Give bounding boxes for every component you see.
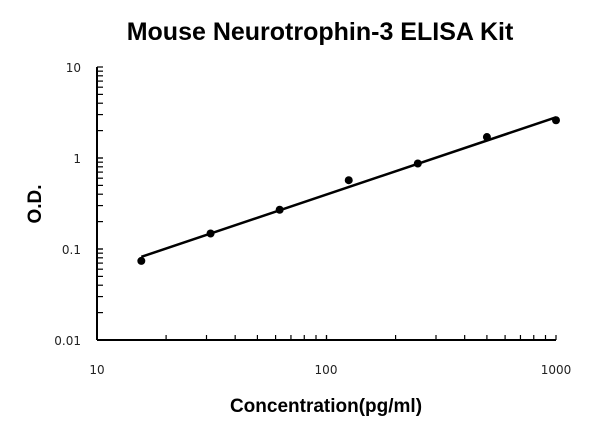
data-points bbox=[137, 116, 560, 265]
data-point bbox=[275, 205, 284, 214]
y-tick-label: 10 bbox=[66, 61, 81, 75]
fit-line bbox=[140, 116, 557, 259]
x-axis-title: Concentration(pg/ml) bbox=[230, 396, 422, 417]
y-tick-label: 0.01 bbox=[54, 334, 81, 348]
x-tick-label: 10 bbox=[89, 363, 104, 377]
trendline bbox=[140, 116, 557, 259]
chart-title: Mouse Neurotrophin-3 ELISA Kit bbox=[126, 18, 514, 46]
data-point bbox=[413, 159, 422, 168]
data-point bbox=[344, 176, 353, 185]
data-point bbox=[206, 229, 215, 238]
y-tick-label: 1 bbox=[73, 152, 81, 166]
y-tick-label: 0.1 bbox=[62, 243, 81, 257]
x-tick-label: 1000 bbox=[541, 363, 572, 377]
x-tick-label: 100 bbox=[315, 363, 338, 377]
axes bbox=[96, 66, 557, 341]
y-axis-title: O.D. bbox=[25, 184, 46, 223]
data-point bbox=[552, 116, 560, 125]
data-point bbox=[482, 133, 491, 142]
data-point bbox=[137, 256, 146, 265]
